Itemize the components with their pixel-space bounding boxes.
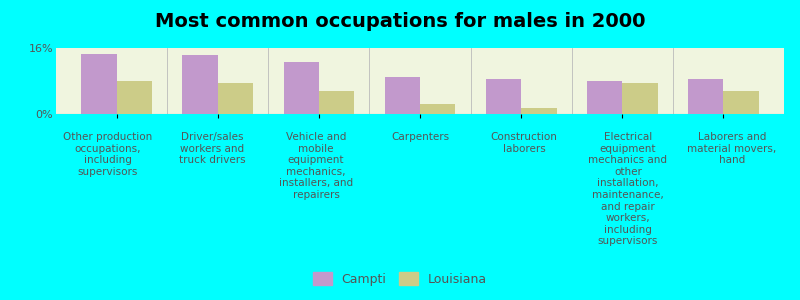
Bar [587,81,622,114]
Text: Other production
occupations,
including
supervisors: Other production occupations, including … [63,132,153,177]
Bar [723,91,758,114]
Text: Driver/sales
workers and
truck drivers: Driver/sales workers and truck drivers [178,132,246,165]
Bar [521,108,557,114]
Bar [622,83,658,114]
Text: Electrical
equipment
mechanics and
other
installation,
maintenance,
and repair
w: Electrical equipment mechanics and other… [589,132,667,246]
Text: Most common occupations for males in 2000: Most common occupations for males in 200… [154,12,646,31]
Legend: Campti, Louisiana: Campti, Louisiana [308,267,492,291]
Bar [218,83,253,114]
Bar [688,79,723,114]
Text: Carpenters: Carpenters [391,132,449,142]
Text: Laborers and
material movers,
hand: Laborers and material movers, hand [687,132,777,165]
Bar [283,62,319,114]
Bar [319,91,354,114]
Bar [117,81,152,114]
Text: Construction
laborers: Construction laborers [490,132,558,154]
Bar [82,54,117,114]
Bar [385,77,420,114]
Bar [486,79,521,114]
Bar [420,104,455,114]
Bar [182,56,218,114]
Text: Vehicle and
mobile
equipment
mechanics,
installers, and
repairers: Vehicle and mobile equipment mechanics, … [279,132,353,200]
